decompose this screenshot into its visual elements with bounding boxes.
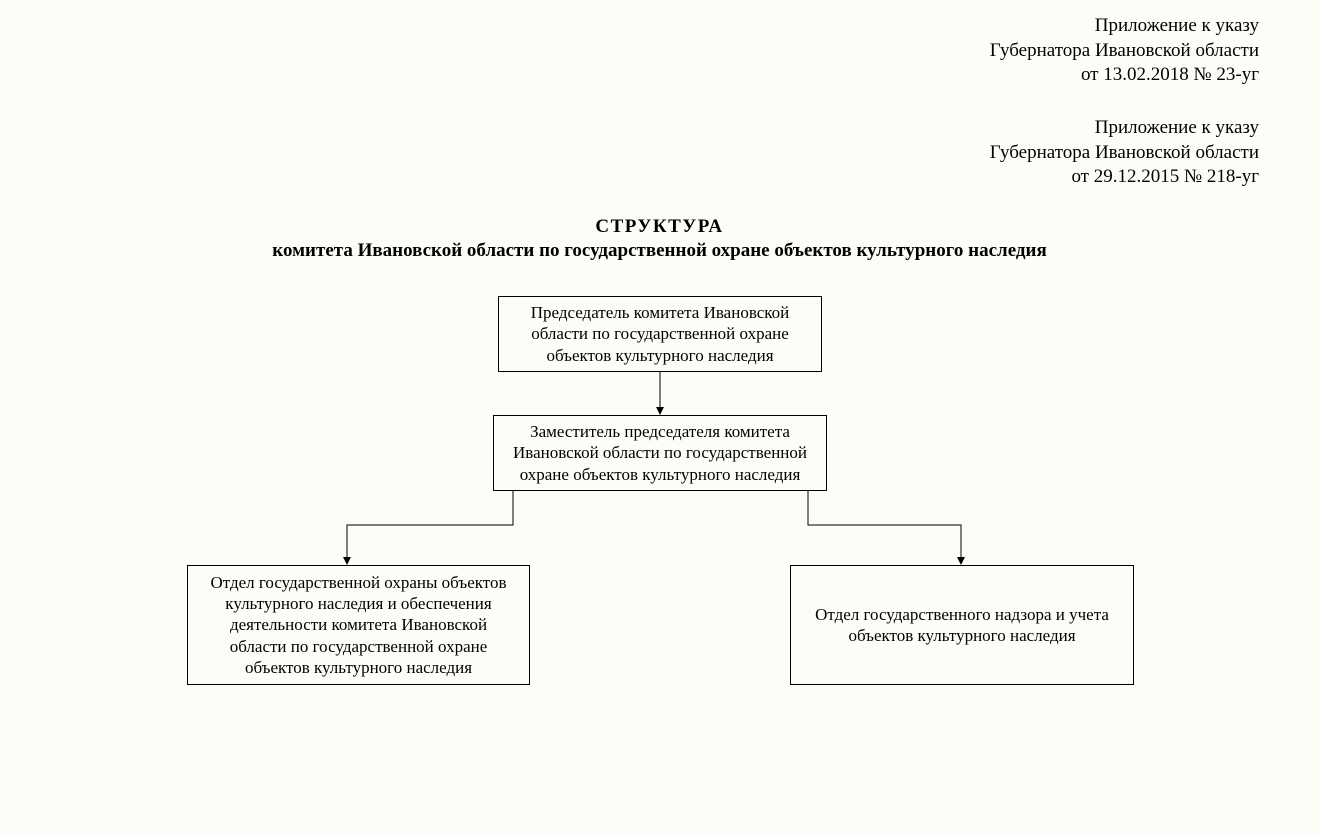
header-line: Приложение к указу [990, 14, 1259, 39]
title-main: СТРУКТУРА [0, 216, 1319, 238]
header-line: от 13.02.2018 № 23-уг [990, 63, 1259, 88]
title-sub: комитета Ивановской области по государст… [0, 240, 1319, 262]
flowchart-node-deputy: Заместитель председателя комитета Иванов… [493, 415, 827, 491]
document-title: СТРУКТУРА комитета Ивановской области по… [0, 216, 1319, 262]
header-line: от 29.12.2015 № 218-уг [990, 165, 1259, 190]
header-annex-2: Приложение к указу Губернатора Ивановско… [990, 116, 1259, 190]
header-annex-1: Приложение к указу Губернатора Ивановско… [990, 14, 1259, 88]
header-line: Губернатора Ивановской области [990, 141, 1259, 166]
header-line: Приложение к указу [990, 116, 1259, 141]
flowchart-node-dept_supervision: Отдел государственного надзора и учета о… [790, 565, 1134, 685]
flowchart-node-dept_protection: Отдел государственной охраны объектов ку… [187, 565, 530, 685]
header-line: Губернатора Ивановской области [990, 39, 1259, 64]
flowchart-node-chairman: Председатель комитета Ивановской области… [498, 296, 822, 372]
